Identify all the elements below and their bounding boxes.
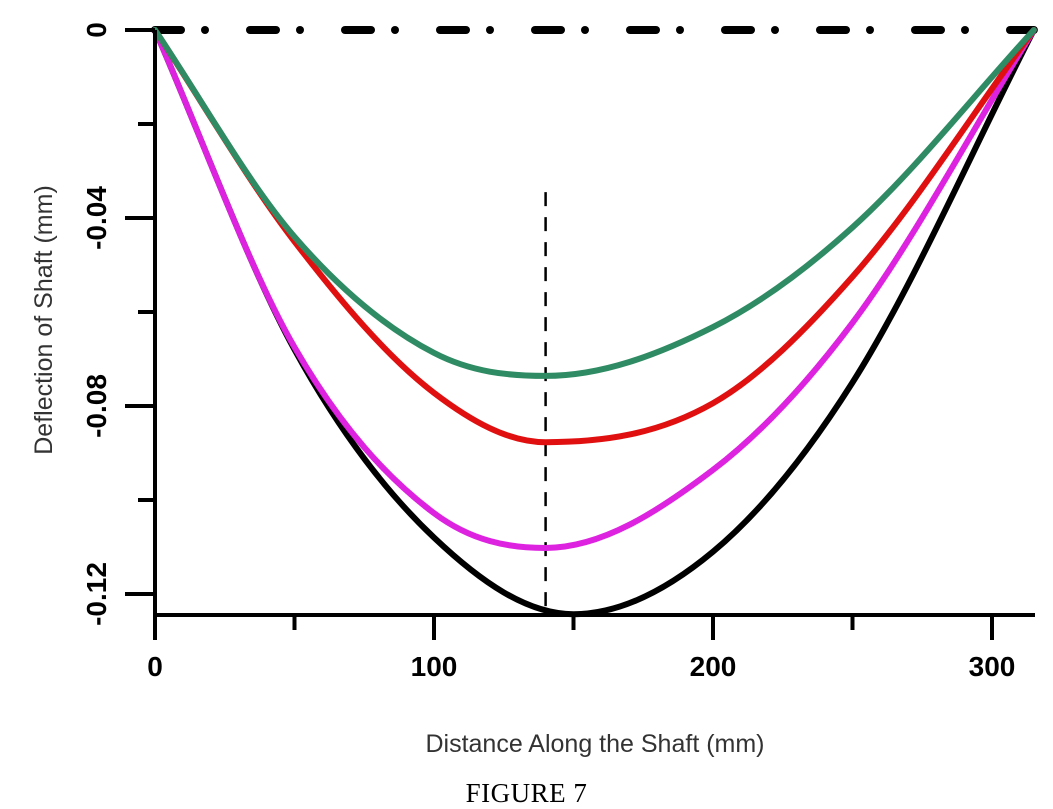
y-tick-label: -0.12 bbox=[81, 562, 112, 626]
zero-line-dot bbox=[201, 26, 209, 34]
y-tick-label: -0.04 bbox=[81, 186, 112, 250]
x-axis-title: Distance Along the Shaft (mm) bbox=[425, 730, 764, 758]
zero-line-dot bbox=[866, 26, 874, 34]
zero-line-dot bbox=[676, 26, 684, 34]
x-tick-label: 300 bbox=[969, 651, 1016, 682]
series-red-line bbox=[152, 27, 1037, 446]
zero-line bbox=[151, 26, 1038, 34]
y-tick-label: -0.08 bbox=[81, 374, 112, 438]
y-tick-label: 0 bbox=[81, 22, 112, 38]
zero-line-dot bbox=[961, 26, 969, 34]
zero-line-dot bbox=[771, 26, 779, 34]
zero-line-dot bbox=[296, 26, 304, 34]
zero-line-dot bbox=[391, 26, 399, 34]
series-magenta-line bbox=[152, 27, 1037, 551]
x-tick-label: 0 bbox=[147, 651, 163, 682]
zero-line-dot bbox=[581, 26, 589, 34]
y-axis-title: Deflection of Shaft (mm) bbox=[30, 185, 58, 455]
figure-caption: FIGURE 7 bbox=[465, 778, 588, 808]
zero-line-dot bbox=[486, 26, 494, 34]
x-tick-label: 100 bbox=[411, 651, 458, 682]
x-tick-label: 200 bbox=[690, 651, 737, 682]
series-green-line bbox=[152, 27, 1037, 379]
series-black-line bbox=[152, 27, 1037, 618]
